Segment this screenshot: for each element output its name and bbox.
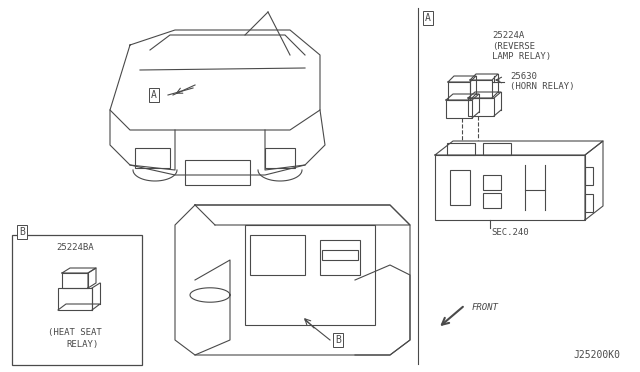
Bar bbox=[483, 193, 501, 208]
Text: 25224BA: 25224BA bbox=[56, 244, 94, 253]
Text: 25224A: 25224A bbox=[492, 31, 524, 39]
Bar bbox=[483, 143, 511, 155]
Bar bbox=[135, 148, 170, 168]
Bar bbox=[320, 240, 360, 275]
Text: (REVERSE: (REVERSE bbox=[492, 42, 535, 51]
Text: RELAY): RELAY) bbox=[66, 340, 98, 350]
Bar bbox=[446, 100, 472, 118]
Bar bbox=[245, 225, 375, 325]
Bar bbox=[585, 167, 593, 185]
Bar bbox=[585, 194, 593, 212]
Bar bbox=[322, 250, 358, 260]
Bar bbox=[185, 160, 250, 185]
Bar bbox=[12, 235, 142, 365]
Text: A: A bbox=[425, 13, 431, 23]
Bar bbox=[62, 273, 88, 288]
Text: (HEAT SEAT: (HEAT SEAT bbox=[48, 328, 102, 337]
Bar bbox=[468, 98, 494, 116]
Bar bbox=[450, 170, 470, 205]
Text: SEC.240: SEC.240 bbox=[491, 228, 529, 237]
Text: A: A bbox=[151, 90, 157, 100]
Bar bbox=[483, 175, 501, 190]
Bar bbox=[447, 143, 475, 155]
Bar bbox=[448, 82, 470, 100]
Bar bbox=[265, 148, 295, 168]
Text: 25630: 25630 bbox=[510, 71, 537, 80]
Text: B: B bbox=[335, 335, 341, 345]
Bar bbox=[435, 155, 585, 220]
Text: J25200K0: J25200K0 bbox=[573, 350, 620, 360]
Text: FRONT: FRONT bbox=[472, 304, 499, 312]
Bar bbox=[58, 288, 92, 310]
Text: B: B bbox=[19, 227, 25, 237]
Bar bbox=[470, 80, 492, 98]
Text: (HORN RELAY): (HORN RELAY) bbox=[510, 81, 575, 90]
Bar bbox=[250, 235, 305, 275]
Text: LAMP RELAY): LAMP RELAY) bbox=[492, 51, 551, 61]
